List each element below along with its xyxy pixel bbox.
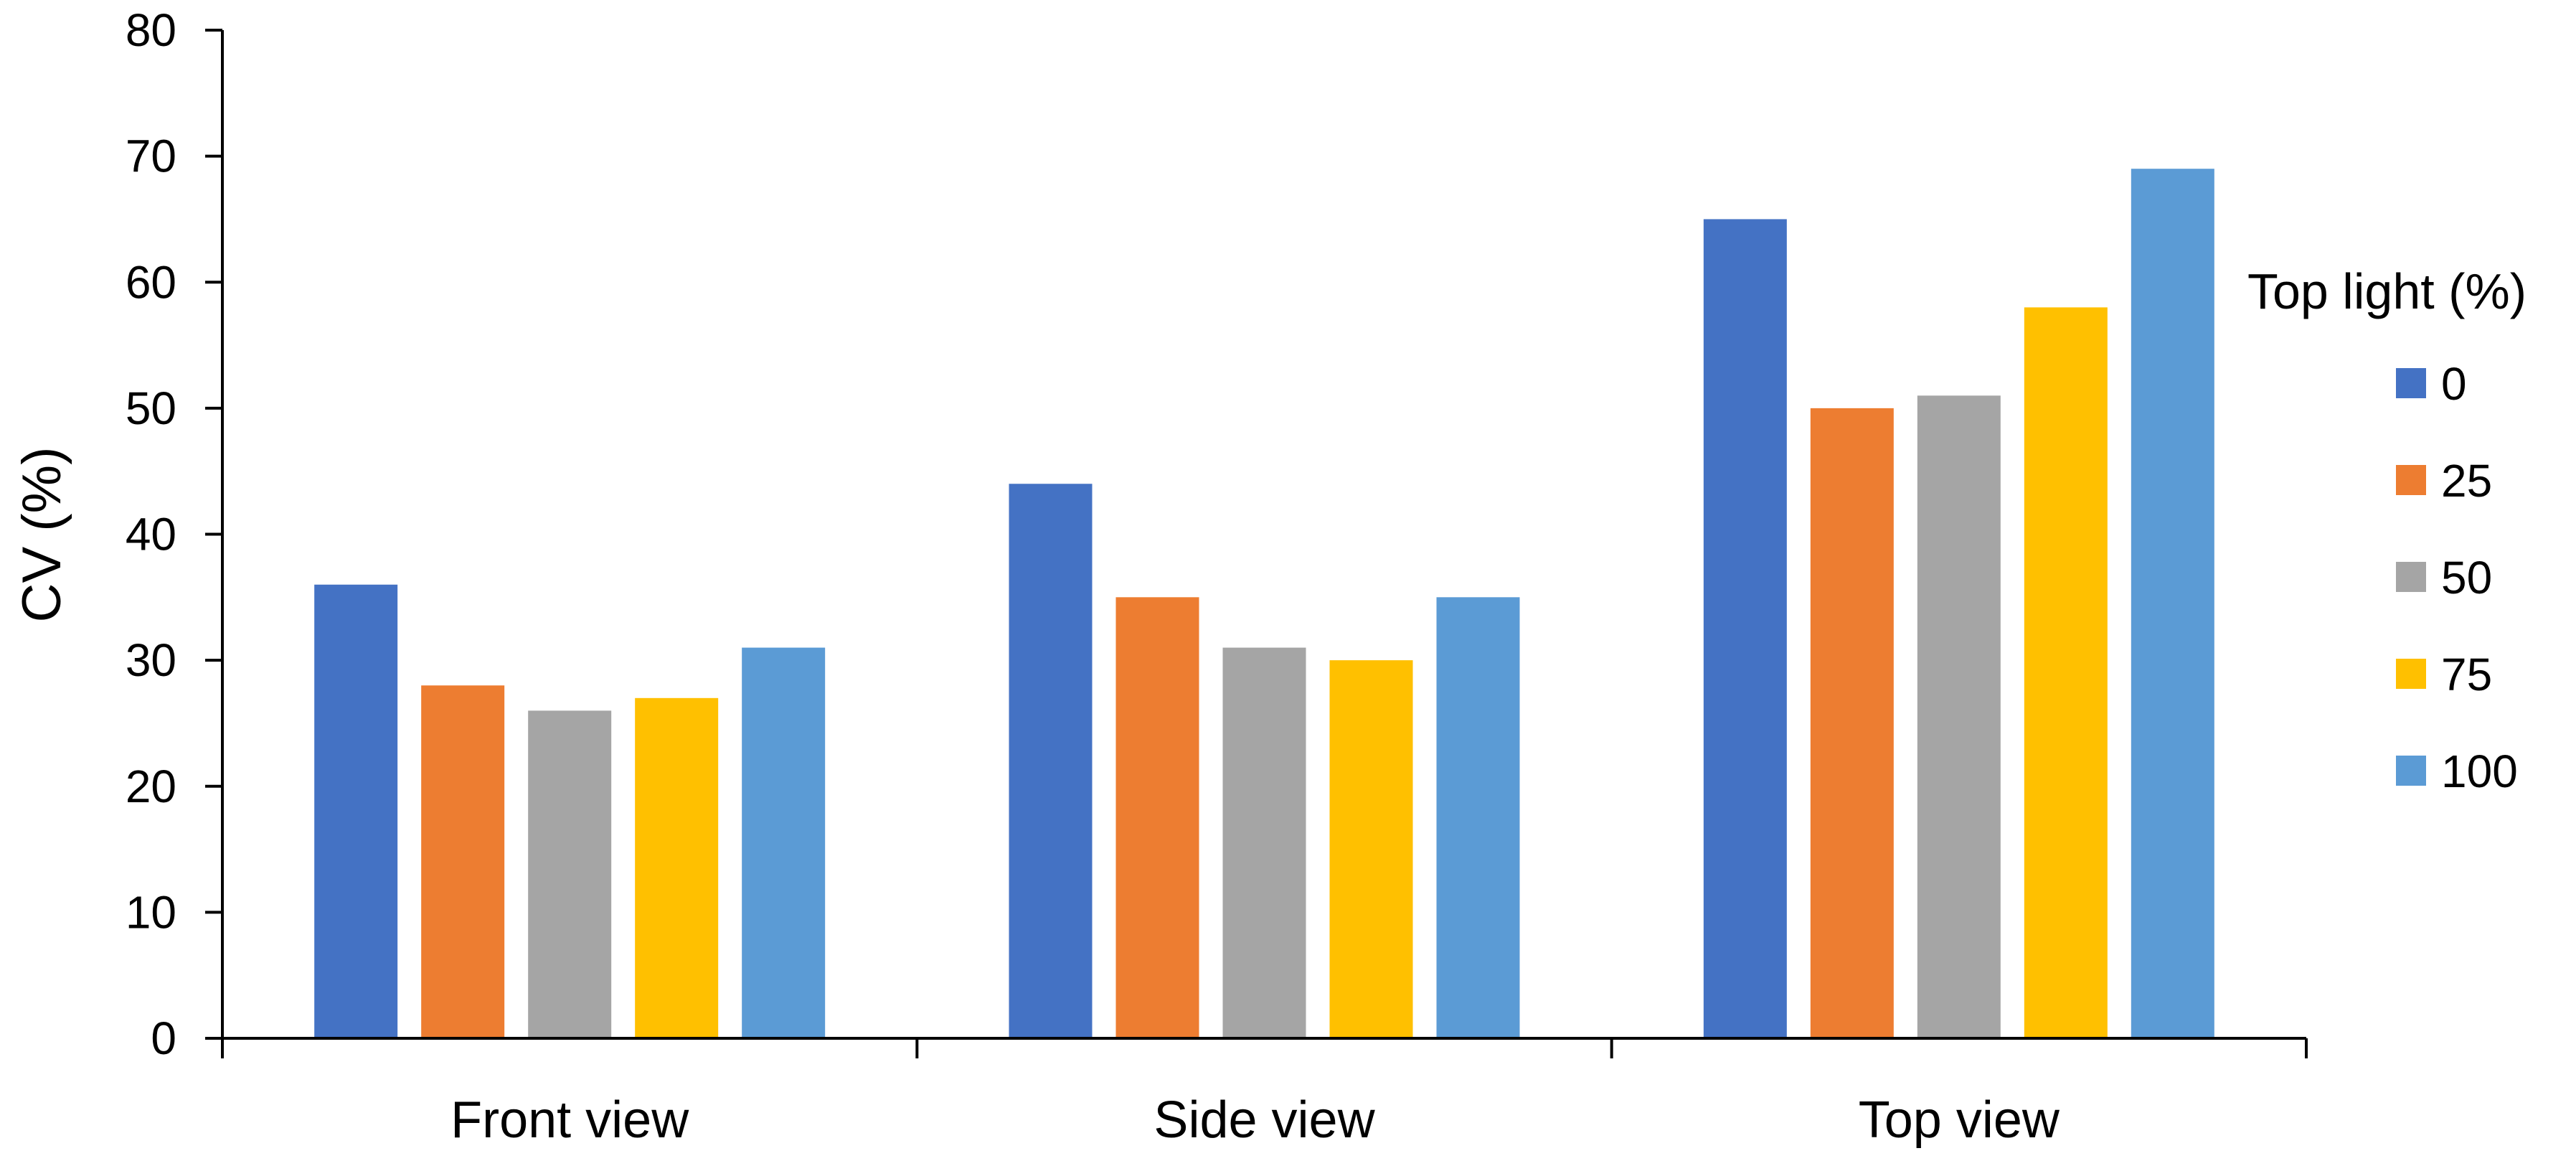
bars-group [314, 169, 2214, 1038]
legend-label-100: 100 [2441, 746, 2518, 797]
legend-label-25: 25 [2441, 455, 2492, 507]
bar-75-0 [635, 697, 719, 1038]
y-tick-label: 40 [126, 509, 176, 560]
y-tick-label: 80 [126, 4, 176, 56]
bar-100-0 [742, 647, 826, 1038]
x-category-label: Top view [1859, 1091, 2060, 1149]
legend-label-75: 75 [2441, 649, 2492, 700]
bar-0-1 [1009, 484, 1093, 1038]
y-tick-label: 20 [126, 761, 176, 812]
legend-swatch-75 [2396, 659, 2426, 689]
legend-label-0: 0 [2441, 358, 2467, 410]
bar-25-1 [1115, 597, 1199, 1038]
y-axis-title: CV (%) [11, 447, 72, 623]
bar-75-1 [1329, 660, 1413, 1038]
legend-swatch-50 [2396, 562, 2426, 592]
y-tick-label: 50 [126, 382, 176, 434]
y-tick-label: 60 [126, 256, 176, 308]
bar-100-2 [2131, 169, 2214, 1038]
y-tick-label: 10 [126, 886, 176, 938]
legend: Top light (%) 0 25 50 75 100 [2247, 263, 2527, 797]
bar-100-1 [1436, 597, 1520, 1038]
legend-swatch-100 [2396, 756, 2426, 786]
bar-25-0 [421, 685, 505, 1038]
y-tick-label: 30 [126, 634, 176, 686]
legend-swatch-0 [2396, 368, 2426, 398]
y-tick-label: 0 [151, 1012, 176, 1064]
y-tick-label: 70 [126, 131, 176, 182]
legend-title: Top light (%) [2247, 263, 2527, 319]
bar-50-2 [1917, 395, 2001, 1038]
bar-25-2 [1810, 408, 1894, 1038]
bar-0-2 [1703, 219, 1787, 1038]
legend-label-50: 50 [2441, 552, 2492, 603]
bar-75-2 [2024, 307, 2108, 1038]
y-ticks-group: 0 10 20 30 40 50 60 70 80 [126, 4, 222, 1064]
x-category-label: Side view [1153, 1091, 1375, 1149]
bar-0-0 [314, 584, 398, 1038]
legend-swatch-25 [2396, 465, 2426, 495]
x-ticks-group: Front view Side view Top view [221, 1038, 2308, 1149]
bar-50-1 [1222, 647, 1306, 1038]
x-category-label: Front view [450, 1091, 689, 1149]
bar-50-0 [528, 710, 612, 1038]
